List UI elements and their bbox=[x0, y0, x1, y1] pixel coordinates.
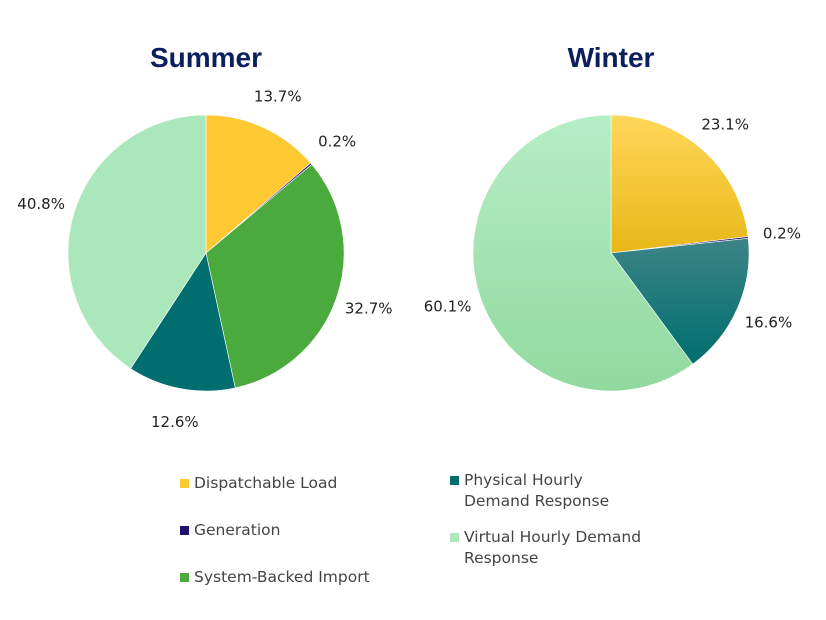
data-label-summer-virtual-hourly-demand-response: 40.8% bbox=[17, 195, 65, 213]
legend-label: Physical Hourly Demand Response bbox=[464, 471, 610, 510]
pie-slice-summer-dispatchable-load bbox=[205, 114, 312, 254]
pie-slice-winter-virtual-hourly-demand-response bbox=[472, 114, 694, 392]
data-label-winter-physical-hourly-demand-response: 16.6% bbox=[745, 313, 793, 331]
pie-slice-winter-dispatchable-load bbox=[610, 114, 749, 254]
data-label-winter-generation: 0.2% bbox=[763, 225, 801, 243]
legend-swatch bbox=[450, 533, 459, 542]
legend-swatch bbox=[180, 479, 189, 488]
legend-item-physical-hdr: Physical Hourly Demand Response bbox=[450, 470, 630, 512]
legend-item-generation: Generation bbox=[180, 520, 280, 541]
pie-slice-summer-virtual-hourly-demand-response bbox=[67, 114, 207, 369]
legend-label: Dispatchable Load bbox=[194, 474, 338, 492]
pie-slice-winter-physical-hourly-demand-response bbox=[610, 237, 750, 365]
pie-slice-summer-physical-hourly-demand-response bbox=[130, 252, 236, 392]
data-label-summer-physical-hourly-demand-response: 12.6% bbox=[151, 413, 199, 431]
legend-label: Generation bbox=[194, 521, 281, 539]
data-label-summer-dispatchable-load: 13.7% bbox=[254, 88, 302, 106]
legend-label: Virtual Hourly Demand Response bbox=[464, 528, 642, 567]
data-label-winter-dispatchable-load: 23.1% bbox=[701, 115, 749, 133]
chart-title-summer: Summer bbox=[150, 42, 262, 73]
data-label-summer-generation: 0.2% bbox=[318, 133, 356, 151]
data-label-winter-virtual-hourly-demand-response: 60.1% bbox=[424, 298, 472, 316]
pie-slice-summer-system-backed-import bbox=[205, 163, 345, 389]
chart-title-winter: Winter bbox=[568, 42, 655, 73]
legend-swatch bbox=[180, 573, 189, 582]
legend-swatch bbox=[450, 476, 459, 485]
legend-item-dispatchable-load: Dispatchable Load bbox=[180, 473, 337, 494]
legend-label: System-Backed Import bbox=[194, 568, 370, 586]
legend-swatch bbox=[180, 526, 189, 535]
legend-item-virtual-hdr: Virtual Hourly Demand Response bbox=[450, 527, 650, 569]
legend-item-system-backed-import: System-Backed Import bbox=[180, 567, 370, 588]
data-label-summer-system-backed-import: 32.7% bbox=[345, 300, 393, 318]
